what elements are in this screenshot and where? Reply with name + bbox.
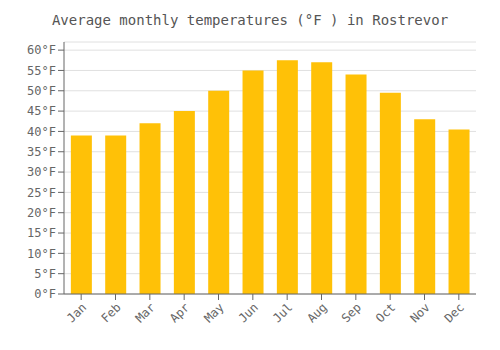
svg-text:55°F: 55°F xyxy=(27,64,56,78)
svg-text:Jan: Jan xyxy=(64,300,89,325)
svg-text:45°F: 45°F xyxy=(27,104,56,118)
svg-text:60°F: 60°F xyxy=(27,43,56,57)
svg-text:May: May xyxy=(201,300,226,325)
svg-text:10°F: 10°F xyxy=(27,247,56,261)
svg-text:Dec: Dec xyxy=(442,300,467,325)
svg-text:Nov: Nov xyxy=(407,300,432,325)
svg-text:0°F: 0°F xyxy=(34,287,56,301)
svg-text:40°F: 40°F xyxy=(27,125,56,139)
svg-text:Sep: Sep xyxy=(339,300,364,325)
svg-text:Apr: Apr xyxy=(167,300,192,325)
svg-text:Mar: Mar xyxy=(133,300,158,325)
svg-text:30°F: 30°F xyxy=(27,165,56,179)
svg-text:20°F: 20°F xyxy=(27,206,56,220)
svg-text:5°F: 5°F xyxy=(34,267,56,281)
svg-text:Aug: Aug xyxy=(304,300,329,325)
svg-text:50°F: 50°F xyxy=(27,84,56,98)
svg-text:Jul: Jul xyxy=(270,300,295,325)
svg-text:35°F: 35°F xyxy=(27,145,56,159)
html-text:Average monthly temperatures (: Average monthly temperatures (°F ) in Ro… xyxy=(51,12,449,28)
svg-text:15°F: 15°F xyxy=(27,226,56,240)
svg-text:Jun: Jun xyxy=(236,300,261,325)
svg-text:Feb: Feb xyxy=(98,300,123,325)
svg-text:25°F: 25°F xyxy=(27,186,56,200)
svg-text:Oct: Oct xyxy=(373,300,398,325)
